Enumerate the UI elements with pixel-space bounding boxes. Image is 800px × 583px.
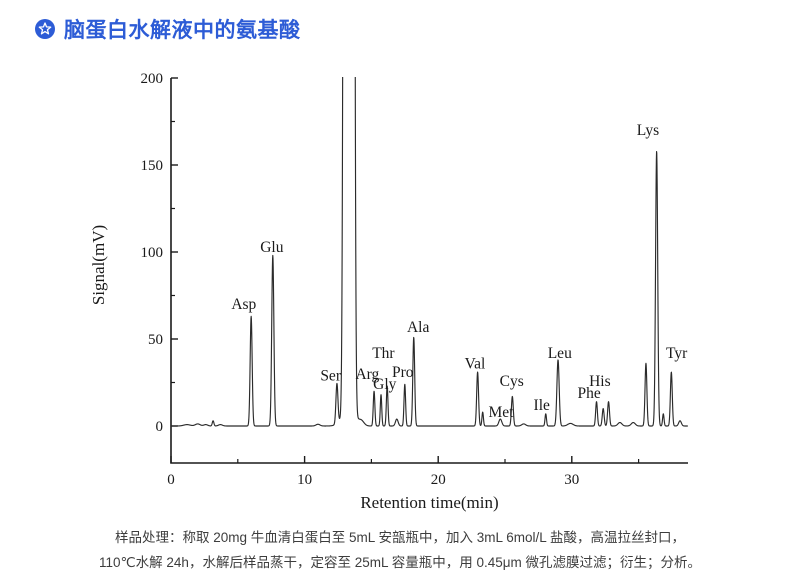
peak-label-ala: Ala (407, 319, 430, 336)
y-tick-label: 50 (148, 332, 163, 348)
y-tick-label: 0 (156, 419, 164, 435)
axes-spines (170, 78, 688, 464)
peak-label-thr: Thr (372, 345, 395, 362)
y-tick-label: 200 (141, 71, 164, 87)
signal-trace (170, 77, 689, 427)
peak-label-cys: Cys (500, 373, 524, 390)
peak-label-pro: Pro (392, 364, 414, 381)
peak-label-ile: Ile (534, 397, 550, 414)
peak-label-asp: Asp (231, 296, 256, 313)
star-badge-icon (35, 19, 55, 39)
peak-label-met: Met (489, 404, 515, 421)
x-tick-label: 20 (431, 472, 446, 488)
chromatogram-svg: 0 50 100 150 200 0 10 20 30 Signal(mV) Retention t… (89, 71, 689, 512)
caption-line-2: 110℃水解 24h，水解后样品蒸干，定容至 25mL 容量瓶中，用 0.45μ… (98, 554, 702, 570)
page-header: 脑蛋白水解液中的氨基酸 (34, 14, 301, 44)
y-tick-label: 150 (141, 158, 164, 174)
peak-label-his: His (589, 373, 611, 390)
x-axis-title: Retention time(min) (360, 493, 498, 512)
peak-label-lys: Lys (637, 122, 659, 139)
peak-label-ser: Ser (320, 368, 342, 385)
peak-label-leu: Leu (548, 345, 572, 362)
peak-label-val: Val (465, 355, 486, 372)
x-tick-label: 30 (564, 472, 579, 488)
sample-prep-caption: 样品处理：称取 20mg 牛血清白蛋白至 5mL 安瓿瓶中，加入 3mL 6mo… (0, 526, 800, 576)
x-tick-label: 0 (167, 472, 175, 488)
y-axis-title: Signal(mV) (89, 225, 108, 305)
y-tick-label: 100 (141, 245, 164, 261)
peak-label-tyr: Tyr (666, 345, 688, 362)
caption-line-1: 样品处理：称取 20mg 牛血清白蛋白至 5mL 安瓿瓶中，加入 3mL 6mo… (114, 530, 686, 545)
peak-label-phe: Phe (578, 385, 601, 402)
x-tick-label: 10 (297, 472, 312, 488)
page-title: 脑蛋白水解液中的氨基酸 (64, 19, 301, 42)
peak-label-glu: Glu (260, 239, 284, 256)
chromatogram-chart: 0 50 100 150 200 0 10 20 30 Signal(mV) Retention t… (0, 40, 800, 525)
peak-label-arg: Arg (355, 366, 379, 383)
peak-label-gly: Gly (373, 376, 397, 393)
